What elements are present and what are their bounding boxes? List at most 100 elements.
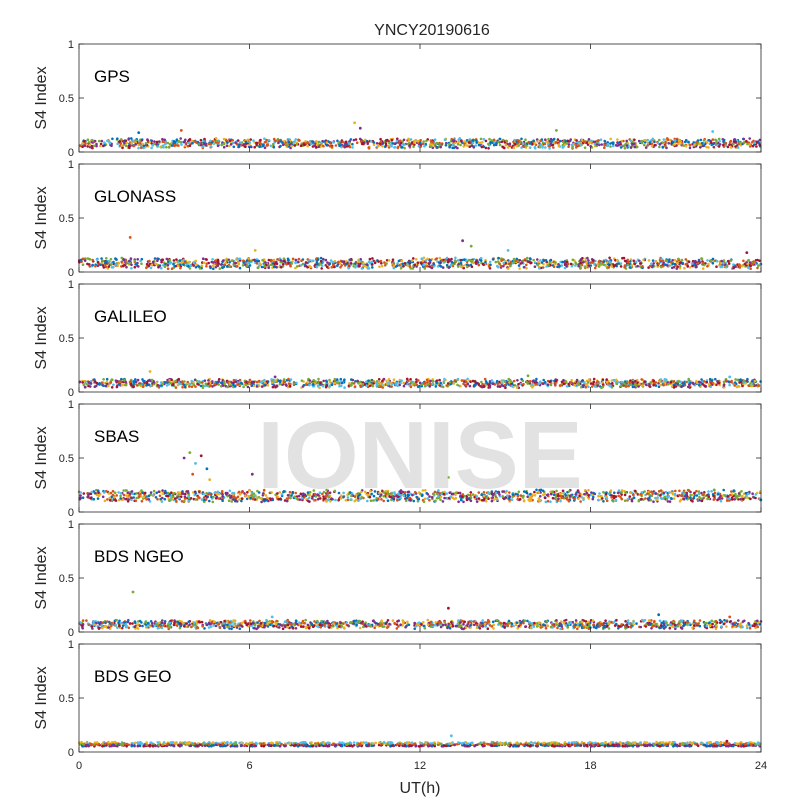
data-point [391,258,395,262]
data-point [390,385,393,388]
data-point [567,145,570,148]
data-point [682,144,686,147]
data-point [102,266,106,269]
data-point [161,383,164,386]
data-point [323,140,326,143]
data-point [176,264,180,268]
data-point [100,381,104,385]
data-point [463,140,466,143]
data-point [264,140,268,144]
data-point [97,494,101,498]
data-point [216,258,220,262]
data-point [459,261,463,265]
data-point [358,264,361,268]
data-point [541,266,545,269]
data-point [530,261,533,265]
data-point [583,146,587,149]
data-point [658,380,662,383]
data-point [412,145,415,149]
data-point [506,146,510,149]
data-point [333,265,336,269]
data-point [640,378,643,381]
data-point [157,386,161,389]
data-point [248,378,252,382]
data-point [309,142,313,146]
data-point [91,258,94,262]
data-point [592,382,595,386]
data-point [641,265,644,268]
data-point [542,378,545,382]
data-point [499,264,503,268]
data-point [689,496,692,499]
data-point [387,378,391,381]
data-point [122,258,126,262]
data-point [482,137,486,141]
data-point [423,267,427,270]
data-point [169,381,172,385]
data-point [82,492,86,495]
data-point [118,140,122,143]
data-point [672,386,676,389]
y-tick-label: 0 [68,387,74,399]
data-point [475,141,479,144]
data-point [707,138,711,142]
data-point [116,137,119,140]
data-point [138,383,141,386]
data-point [140,262,143,266]
data-point [589,145,592,148]
data-point [328,262,332,266]
data-point [585,261,588,265]
data-point [679,261,682,264]
data-point [351,142,354,146]
data-point [338,143,342,147]
data-point [623,382,626,385]
data-point [317,140,321,144]
data-point [688,266,692,269]
data-point [124,144,128,148]
data-point [315,140,319,144]
panel-background [79,164,761,272]
data-point [676,261,679,265]
data-point [231,139,234,142]
data-point [263,137,266,140]
data-point [579,263,582,267]
data-point [117,261,121,265]
data-point [240,381,243,385]
data-point [639,262,642,265]
data-point [718,139,721,143]
data-point [379,137,382,141]
data-point [347,142,351,145]
data-point [220,143,223,147]
data-point [289,378,293,381]
data-point [536,263,539,267]
data-point [414,258,418,261]
data-point [677,257,680,261]
data-point [569,262,573,266]
data-point [99,142,103,146]
data-point [132,383,135,386]
data-point [343,386,346,389]
data-point [285,262,288,266]
data-point [520,146,523,149]
data-point [131,140,135,143]
data-point [456,142,460,146]
data-point [279,265,283,269]
data-point [477,263,481,267]
y-axis-label: S4 Index [33,306,50,369]
data-point [105,380,109,384]
data-point [602,260,606,263]
data-point [523,258,527,261]
data-point [228,489,232,493]
data-point [279,259,283,262]
data-point [99,144,102,148]
data-point [387,259,391,262]
data-point [649,498,653,502]
y-axis-label: S4 Index [33,186,50,249]
data-point [450,260,454,264]
data-point [507,259,510,262]
data-point [267,258,271,262]
data-point [430,145,433,148]
data-point [207,379,210,382]
data-point [657,262,660,266]
data-point [258,145,261,149]
